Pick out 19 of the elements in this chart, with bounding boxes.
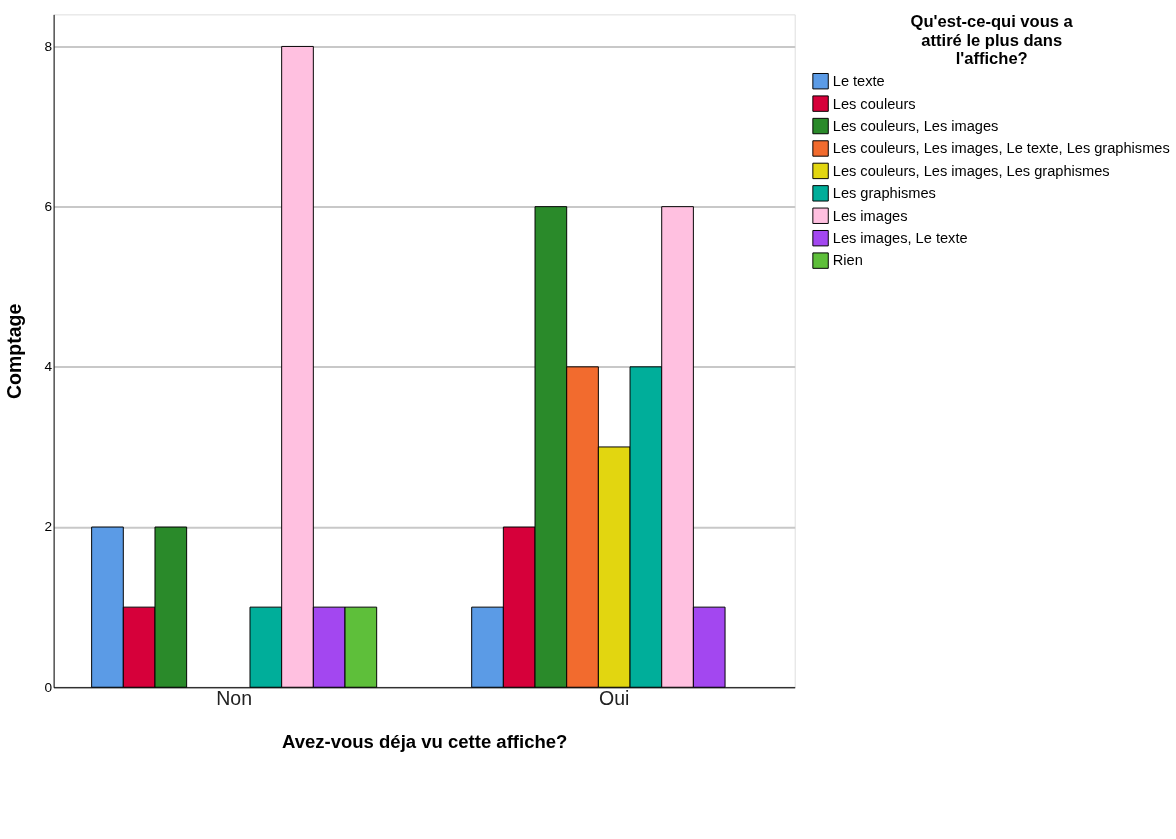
legend-label: Les couleurs, Les images, Le texte, Les graphismes [832,140,1170,157]
legend-label: Les images, Le texte [832,230,968,247]
y-tick-label: 0 [44,679,53,695]
legend-label: Les images [832,207,908,224]
y-tick-label: 6 [44,199,53,215]
x-axis-title: Avez-vous déja vu cette affiche? [281,731,568,753]
y-tick-label: 4 [44,359,53,375]
legend-title: Qu'est-ce-qui vous a attiré le plus dans l'affiche? [910,12,1074,69]
legend-label: Rien [832,252,863,269]
legend-label: Les couleurs [832,95,916,112]
y-tick-label: 2 [44,519,53,535]
legend-label: Les graphismes [832,185,936,202]
y-axis-title: Comptage [3,303,26,399]
x-tick-label: Non [216,687,253,710]
y-tick-label: 8 [44,38,53,54]
legend-label: Les couleurs, Les images [832,117,999,134]
legend-label: Le texte [832,73,885,90]
x-tick-label: Oui [599,687,630,710]
legend-label: Les couleurs, Les images, Les graphismes [832,162,1110,179]
